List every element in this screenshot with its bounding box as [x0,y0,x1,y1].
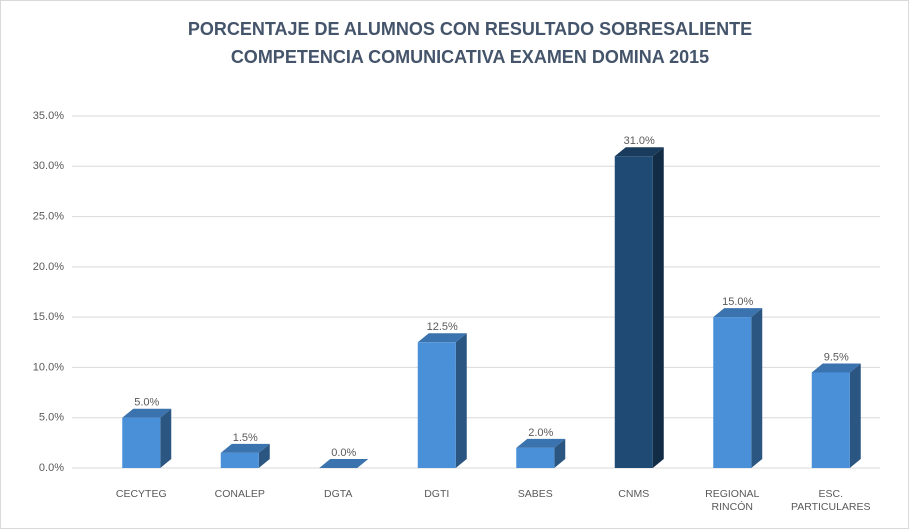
bar-side [652,147,664,468]
bar-side [455,333,467,468]
bar-side [849,363,861,468]
bar [220,452,259,468]
bar [811,372,850,468]
y-tick-label: 35.0% [33,110,64,122]
value-label: 15.0% [722,296,753,308]
value-label: 9.5% [824,351,849,363]
bar [516,447,555,468]
x-tick-label: REGIONAL RINCÓN [705,488,760,513]
bar-side [258,443,270,468]
bar-top [614,147,664,157]
value-label: 31.0% [624,135,655,147]
y-tick-label: 20.0% [33,261,64,273]
bar [417,342,456,468]
x-tick-label: DGTA [324,488,353,500]
bar-top [713,308,763,318]
bar [713,317,752,468]
value-label: 12.5% [427,321,458,333]
y-tick-label: 5.0% [39,412,64,424]
bar-top [417,333,467,343]
y-tick-label: 0.0% [39,462,64,474]
y-tick-label: 10.0% [33,361,64,373]
y-tick-label: 15.0% [33,311,64,323]
value-label: 1.5% [233,432,258,444]
x-tick-label: CECYTEG [115,488,167,500]
x-tick-label: DGTI [424,488,450,500]
x-tick-label: CONALEP [214,488,265,500]
bar-side [751,308,763,468]
value-label: 5.0% [134,397,159,409]
chart-title: PORCENTAJE DE ALUMNOS CON RESULTADO SOBR… [188,19,752,39]
bar [122,417,161,468]
x-tick-label: SABES [517,488,553,500]
bar-side [160,408,172,468]
bar-side [554,438,566,468]
bar [614,156,653,468]
x-tick-label: CNMS [618,488,650,500]
bar-top [122,408,172,418]
chart-title: COMPETENCIA COMUNICATIVA EXAMEN DOMINA 2… [231,47,709,67]
bar-top [220,443,270,453]
value-label: 0.0% [331,447,356,459]
x-tick-label: ESC. PARTICULARES [790,488,871,513]
bar-top [811,363,861,373]
bar-top [319,459,369,468]
y-tick-label: 30.0% [33,160,64,172]
value-label: 2.0% [528,427,553,439]
bar-top [516,438,566,448]
y-tick-label: 25.0% [33,210,64,222]
